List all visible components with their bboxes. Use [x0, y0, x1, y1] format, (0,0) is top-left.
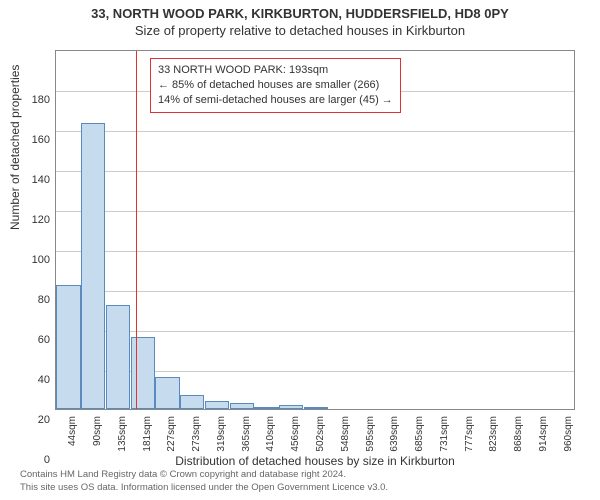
histogram-bar [230, 403, 254, 409]
x-tick-label: 595sqm [365, 416, 376, 466]
histogram-bar [205, 401, 229, 409]
y-tick-label: 20 [20, 414, 50, 426]
title-main: 33, NORTH WOOD PARK, KIRKBURTON, HUDDERS… [0, 6, 600, 21]
footer-attribution: Contains HM Land Registry data © Crown c… [20, 469, 388, 494]
histogram-bar [131, 337, 155, 409]
x-tick-label: 777sqm [464, 416, 475, 466]
y-axis-label: Number of detached properties [8, 65, 22, 230]
y-tick-label: 80 [20, 294, 50, 306]
x-tick-label: 365sqm [241, 416, 252, 466]
histogram-bar [254, 407, 278, 409]
gridline [56, 251, 574, 252]
x-tick-label: 685sqm [414, 416, 425, 466]
histogram-bar [106, 305, 130, 409]
y-tick-label: 100 [20, 254, 50, 266]
x-tick-label: 823sqm [488, 416, 499, 466]
histogram-bar [180, 395, 204, 409]
x-tick-label: 181sqm [142, 416, 153, 466]
title-sub: Size of property relative to detached ho… [0, 23, 600, 38]
chart-title-block: 33, NORTH WOOD PARK, KIRKBURTON, HUDDERS… [0, 0, 600, 38]
x-tick-label: 319sqm [216, 416, 227, 466]
chart-area: 33 NORTH WOOD PARK: 193sqm ← 85% of deta… [55, 50, 575, 410]
y-tick-label: 120 [20, 214, 50, 226]
x-tick-label: 227sqm [166, 416, 177, 466]
histogram-bar [155, 377, 179, 409]
gridline [56, 331, 574, 332]
gridline [56, 211, 574, 212]
x-tick-label: 410sqm [265, 416, 276, 466]
histogram-bar [56, 285, 80, 409]
annotation-line2: ← 85% of detached houses are smaller (26… [158, 78, 393, 93]
footer-line1: Contains HM Land Registry data © Crown c… [20, 469, 388, 481]
x-tick-label: 914sqm [538, 416, 549, 466]
x-tick-label: 548sqm [340, 416, 351, 466]
y-tick-label: 180 [20, 94, 50, 106]
x-tick-label: 502sqm [315, 416, 326, 466]
histogram-bar [279, 405, 303, 409]
x-tick-label: 135sqm [117, 416, 128, 466]
gridline [56, 291, 574, 292]
y-tick-label: 60 [20, 334, 50, 346]
x-tick-label: 960sqm [563, 416, 574, 466]
gridline [56, 171, 574, 172]
y-tick-label: 140 [20, 174, 50, 186]
x-tick-label: 639sqm [389, 416, 400, 466]
x-tick-label: 44sqm [67, 416, 78, 466]
x-tick-label: 273sqm [191, 416, 202, 466]
x-tick-label: 90sqm [92, 416, 103, 466]
y-tick-label: 40 [20, 374, 50, 386]
gridline [56, 131, 574, 132]
x-tick-label: 456sqm [290, 416, 301, 466]
histogram-bar [81, 123, 105, 409]
histogram-bar [304, 407, 328, 409]
x-tick-label: 868sqm [513, 416, 524, 466]
y-tick-label: 160 [20, 134, 50, 146]
annotation-line3: 14% of semi-detached houses are larger (… [158, 93, 393, 108]
footer-line2: This site uses OS data. Information lice… [20, 482, 388, 494]
annotation-box: 33 NORTH WOOD PARK: 193sqm ← 85% of deta… [150, 58, 401, 113]
reference-line [136, 51, 137, 409]
x-tick-label: 731sqm [439, 416, 450, 466]
y-tick-label: 0 [20, 454, 50, 466]
annotation-line1: 33 NORTH WOOD PARK: 193sqm [158, 63, 393, 78]
